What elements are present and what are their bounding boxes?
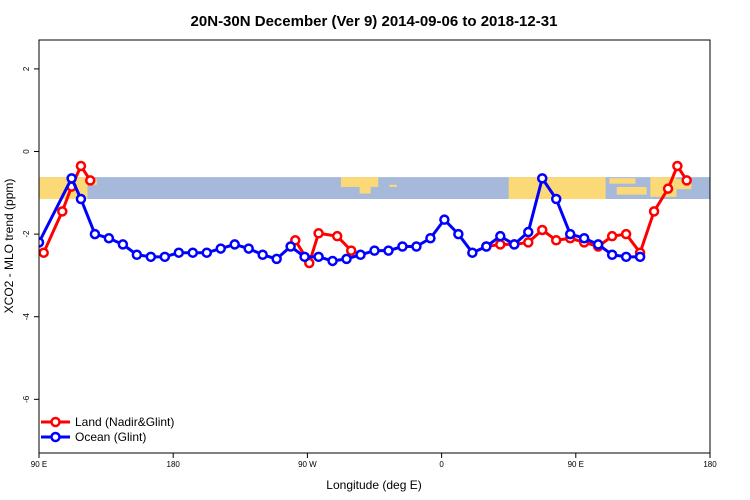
y-tick-label: 2 bbox=[22, 66, 31, 71]
data-point-ocean bbox=[550, 193, 562, 205]
data-point-ocean bbox=[578, 232, 590, 244]
map-land-mass bbox=[39, 177, 88, 200]
data-point-land bbox=[606, 230, 618, 242]
data-point-land bbox=[345, 245, 357, 256]
data-point-ocean bbox=[229, 239, 240, 250]
data-point-ocean bbox=[131, 249, 143, 261]
data-point-land bbox=[39, 247, 49, 258]
data-point-ocean bbox=[201, 247, 212, 258]
x-tick-label: 0 bbox=[439, 460, 444, 469]
x-tick-label: 90 E bbox=[31, 460, 47, 469]
y-tick-label: -6 bbox=[22, 395, 31, 403]
legend-marker-land bbox=[50, 416, 61, 428]
legend: Land (Nadir&Glint) Ocean (Glint) bbox=[41, 415, 174, 444]
y-tick-label: 0 bbox=[22, 149, 31, 154]
data-point-ocean bbox=[313, 251, 324, 263]
data-point-ocean bbox=[327, 255, 338, 267]
data-point-ocean bbox=[341, 253, 352, 265]
data-point-ocean bbox=[369, 245, 380, 256]
data-point-ocean bbox=[145, 251, 157, 263]
data-point-ocean bbox=[439, 214, 450, 225]
data-point-ocean bbox=[634, 251, 646, 263]
y-axis-label: XCO2 - MLO trend (ppm) bbox=[2, 179, 16, 314]
world-map-band bbox=[39, 177, 750, 200]
legend-marker-ocean bbox=[50, 431, 61, 443]
data-point-ocean bbox=[243, 243, 254, 254]
data-point-land bbox=[57, 206, 68, 217]
legend-label-ocean: Ocean (Glint) bbox=[75, 430, 146, 444]
data-point-land bbox=[313, 228, 324, 239]
data-point-ocean bbox=[606, 249, 618, 261]
data-point-land bbox=[75, 160, 87, 172]
map-land-mass bbox=[710, 177, 750, 199]
data-point-ocean bbox=[620, 251, 632, 263]
map-land-mass bbox=[359, 186, 371, 194]
data-point-ocean bbox=[89, 228, 101, 240]
plot-frame bbox=[38, 39, 711, 454]
data-point-ocean bbox=[411, 241, 422, 252]
data-point-ocean bbox=[117, 239, 129, 250]
data-point-ocean bbox=[103, 232, 115, 244]
map-land-mass bbox=[508, 177, 606, 200]
data-point-ocean bbox=[187, 247, 199, 258]
data-point-land bbox=[331, 230, 343, 242]
data-point-ocean bbox=[355, 249, 366, 261]
data-point-ocean bbox=[257, 249, 268, 261]
map-land-mass bbox=[340, 177, 379, 187]
data-point-land bbox=[681, 175, 692, 186]
data-point-land bbox=[550, 235, 562, 246]
data-point-ocean bbox=[75, 193, 87, 205]
data-point-ocean bbox=[495, 230, 506, 242]
data-point-ocean bbox=[425, 232, 436, 244]
data-point-ocean bbox=[66, 173, 77, 184]
data-point-ocean bbox=[453, 228, 464, 240]
data-point-land bbox=[662, 183, 674, 194]
data-point-land bbox=[620, 228, 632, 240]
x-tick-label: 180 bbox=[703, 460, 717, 469]
data-point-land bbox=[85, 175, 96, 186]
x-tick-label: 90 W bbox=[298, 460, 317, 469]
data-point-land bbox=[672, 160, 683, 172]
x-tick-label: 90 E bbox=[568, 460, 584, 469]
data-point-land bbox=[523, 237, 534, 248]
legend-label-land: Land (Nadir&Glint) bbox=[75, 415, 174, 429]
series-ocean bbox=[39, 173, 646, 267]
data-point-ocean bbox=[523, 226, 534, 238]
data-point-ocean bbox=[592, 239, 604, 250]
data-point-ocean bbox=[299, 251, 310, 263]
x-tick-label: 180 bbox=[167, 460, 181, 469]
data-point-ocean bbox=[537, 173, 548, 184]
data-point-ocean bbox=[481, 241, 492, 252]
data-point-ocean bbox=[383, 245, 394, 256]
data-point-ocean bbox=[159, 251, 171, 263]
data-point-ocean bbox=[271, 253, 282, 265]
data-point-ocean bbox=[215, 243, 226, 254]
data-point-land bbox=[495, 239, 506, 250]
map-land-mass bbox=[389, 184, 397, 187]
series-line-land bbox=[486, 164, 688, 255]
y-tick-label: -2 bbox=[22, 230, 31, 238]
x-axis-label: Longitude (deg E) bbox=[326, 478, 421, 492]
data-point-land bbox=[648, 206, 660, 217]
data-point-ocean bbox=[173, 247, 185, 258]
data-point-ocean bbox=[397, 241, 408, 252]
y-tick-label: -4 bbox=[22, 313, 31, 321]
chart-title: 20N-30N December (Ver 9) 2014-09-06 to 2… bbox=[191, 13, 558, 30]
data-point-ocean bbox=[285, 241, 296, 252]
map-land-mass bbox=[616, 186, 647, 195]
data-point-ocean bbox=[509, 239, 520, 250]
data-point-ocean bbox=[467, 247, 478, 258]
data-point-ocean bbox=[564, 228, 576, 240]
map-land-mass bbox=[609, 178, 636, 184]
data-point-ocean bbox=[39, 237, 45, 248]
data-point-land bbox=[537, 224, 548, 236]
